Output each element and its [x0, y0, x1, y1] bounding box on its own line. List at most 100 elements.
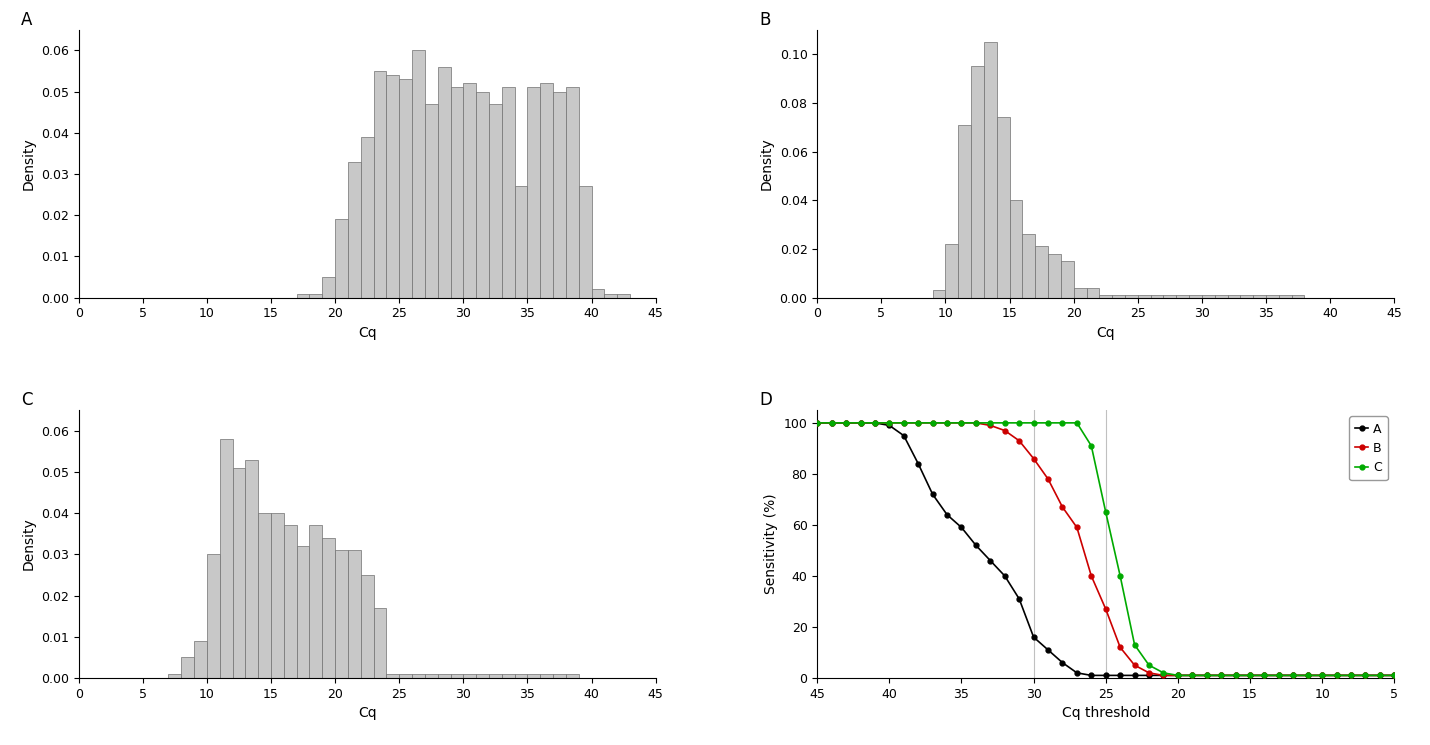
Bar: [566, 87, 579, 298]
A: [1068, 668, 1085, 677]
Bar: [322, 538, 335, 678]
B: [1083, 571, 1100, 580]
Bar: [463, 673, 476, 678]
C: [938, 419, 955, 428]
Y-axis label: Density: Density: [21, 518, 36, 571]
Bar: [932, 291, 945, 298]
Bar: [528, 673, 541, 678]
A: [1097, 671, 1114, 680]
B: [895, 419, 912, 428]
B: [1170, 671, 1187, 680]
Bar: [592, 289, 605, 298]
C: [867, 419, 884, 428]
Bar: [207, 554, 220, 678]
C: [1097, 507, 1114, 516]
Bar: [579, 186, 592, 298]
A: [1270, 671, 1287, 680]
Bar: [322, 277, 335, 298]
A: [952, 523, 970, 532]
Bar: [997, 118, 1010, 298]
Bar: [515, 673, 528, 678]
Bar: [438, 67, 450, 298]
B: [938, 419, 955, 428]
Bar: [1266, 295, 1278, 298]
C: [1170, 671, 1187, 680]
Bar: [618, 294, 631, 298]
C: [1256, 671, 1273, 680]
Bar: [194, 641, 207, 678]
B: [1270, 671, 1287, 680]
C: [852, 419, 869, 428]
A: [1371, 671, 1389, 680]
B: [838, 419, 855, 428]
Bar: [1048, 254, 1061, 298]
Text: B: B: [759, 11, 771, 29]
B: [967, 419, 984, 428]
Bar: [1201, 295, 1214, 298]
A: [1125, 671, 1143, 680]
A: [1357, 671, 1374, 680]
A: [967, 541, 984, 550]
A: [1011, 595, 1028, 603]
Bar: [1278, 295, 1291, 298]
B: [1125, 661, 1143, 670]
C: [1386, 671, 1403, 680]
B: [1111, 643, 1128, 652]
Legend: A, B, C: A, B, C: [1350, 416, 1389, 481]
Bar: [259, 513, 272, 678]
B: [1328, 671, 1346, 680]
C: [1343, 671, 1360, 680]
Bar: [296, 546, 309, 678]
A: [808, 419, 825, 428]
B: [1256, 671, 1273, 680]
Bar: [984, 42, 997, 298]
Bar: [399, 79, 412, 298]
A: [1083, 671, 1100, 680]
Line: A: A: [815, 420, 1397, 678]
C: [1198, 671, 1216, 680]
Bar: [233, 468, 246, 678]
Bar: [438, 673, 450, 678]
Bar: [450, 673, 463, 678]
C: [1371, 671, 1389, 680]
A: [838, 419, 855, 428]
X-axis label: Cq: Cq: [358, 706, 376, 720]
Bar: [347, 551, 360, 678]
Bar: [412, 51, 425, 298]
C: [1155, 668, 1173, 677]
Bar: [566, 673, 579, 678]
B: [867, 419, 884, 428]
Bar: [1113, 295, 1125, 298]
Line: B: B: [815, 420, 1397, 678]
B: [909, 419, 927, 428]
B: [1357, 671, 1374, 680]
Bar: [1074, 288, 1087, 298]
B: [952, 419, 970, 428]
A: [1213, 671, 1230, 680]
A: [824, 419, 841, 428]
C: [1227, 671, 1244, 680]
A: [1314, 671, 1331, 680]
Bar: [1010, 200, 1022, 298]
B: [1011, 437, 1028, 446]
Bar: [1240, 295, 1253, 298]
Bar: [1164, 295, 1177, 298]
A: [1343, 671, 1360, 680]
B: [982, 421, 1000, 430]
A: [852, 419, 869, 428]
B: [1241, 671, 1258, 680]
Bar: [1035, 247, 1048, 298]
Bar: [541, 83, 553, 298]
B: [1343, 671, 1360, 680]
A: [1111, 671, 1128, 680]
Bar: [463, 83, 476, 298]
Bar: [476, 92, 489, 298]
B: [1054, 503, 1071, 512]
C: [1068, 419, 1085, 428]
Bar: [502, 87, 515, 298]
Bar: [360, 137, 373, 298]
Bar: [541, 673, 553, 678]
Bar: [373, 71, 386, 298]
Bar: [246, 460, 259, 678]
C: [1125, 640, 1143, 649]
